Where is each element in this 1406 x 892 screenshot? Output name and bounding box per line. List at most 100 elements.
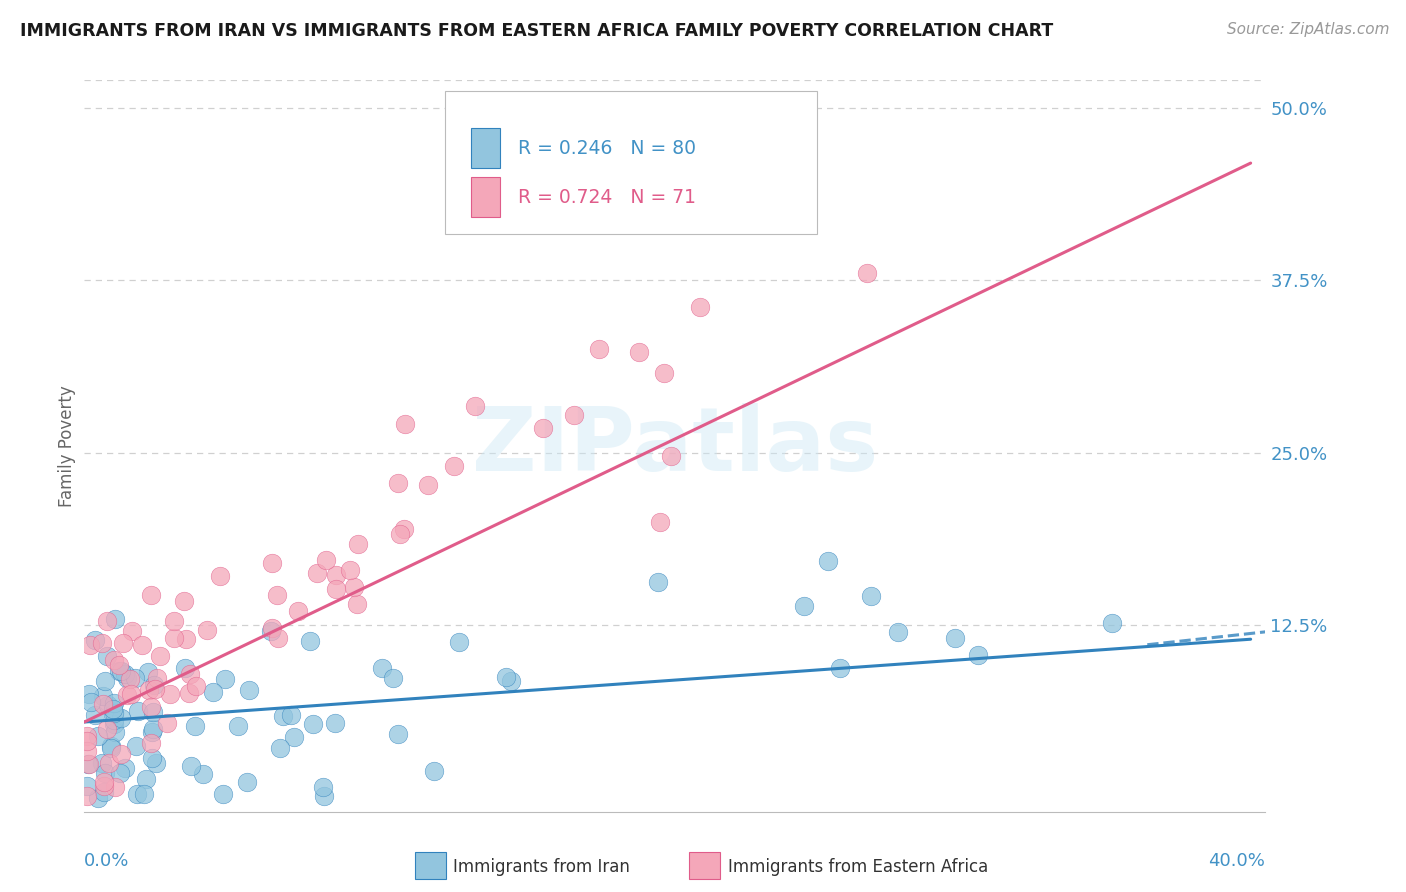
Point bbox=[141, 751, 163, 765]
Point bbox=[346, 537, 368, 551]
Point bbox=[97, 698, 120, 713]
Point bbox=[381, 672, 404, 686]
Text: IMMIGRANTS FROM IRAN VS IMMIGRANTS FROM EASTERN AFRICA FAMILY POVERTY CORRELATIO: IMMIGRANTS FROM IRAN VS IMMIGRANTS FROM … bbox=[20, 22, 1053, 40]
Point bbox=[817, 554, 839, 568]
Point bbox=[93, 674, 115, 689]
Point bbox=[501, 191, 523, 205]
Point bbox=[76, 744, 98, 758]
Point bbox=[120, 672, 142, 686]
Point bbox=[174, 632, 197, 647]
Point bbox=[103, 612, 125, 626]
Point bbox=[76, 789, 98, 803]
Point bbox=[266, 588, 288, 602]
Point bbox=[201, 685, 224, 699]
Point bbox=[226, 718, 249, 732]
Point bbox=[346, 597, 368, 611]
Text: Immigrants from Iran: Immigrants from Iran bbox=[453, 858, 630, 876]
Point bbox=[108, 657, 131, 672]
Text: 40.0%: 40.0% bbox=[1209, 852, 1265, 870]
Point bbox=[139, 736, 162, 750]
Point bbox=[325, 568, 347, 582]
Point bbox=[93, 774, 115, 789]
Point bbox=[103, 717, 125, 731]
Point bbox=[79, 638, 101, 652]
Point bbox=[136, 665, 159, 679]
Point bbox=[647, 575, 669, 590]
Point bbox=[127, 704, 149, 718]
Point bbox=[84, 633, 107, 648]
Point bbox=[394, 417, 416, 431]
Point bbox=[325, 582, 347, 596]
Point bbox=[305, 566, 328, 580]
Point bbox=[112, 635, 135, 649]
Point bbox=[495, 670, 517, 684]
Y-axis label: Family Poverty: Family Poverty bbox=[58, 385, 76, 507]
Point bbox=[94, 766, 117, 780]
Point bbox=[443, 459, 465, 474]
Point bbox=[96, 722, 118, 736]
Point bbox=[423, 764, 446, 778]
Point bbox=[287, 603, 309, 617]
Point bbox=[856, 267, 879, 281]
Point bbox=[121, 624, 143, 638]
Point bbox=[208, 568, 231, 582]
Point bbox=[103, 653, 125, 667]
Point bbox=[76, 779, 98, 793]
Point bbox=[1101, 615, 1123, 630]
Point bbox=[499, 673, 522, 688]
Point bbox=[104, 724, 127, 739]
Text: R = 0.724   N = 71: R = 0.724 N = 71 bbox=[517, 188, 696, 207]
Point bbox=[238, 682, 260, 697]
Point bbox=[79, 687, 101, 701]
Point bbox=[418, 478, 440, 492]
Point bbox=[828, 661, 851, 675]
Point bbox=[101, 702, 124, 716]
Point bbox=[312, 789, 335, 803]
Point bbox=[343, 580, 366, 594]
Point bbox=[110, 711, 132, 725]
Point bbox=[533, 421, 555, 435]
Point bbox=[132, 788, 155, 802]
Point bbox=[302, 717, 325, 731]
Point bbox=[149, 648, 172, 663]
Point bbox=[108, 664, 131, 678]
Text: R = 0.246   N = 80: R = 0.246 N = 80 bbox=[517, 139, 696, 158]
Point bbox=[394, 522, 416, 536]
Point bbox=[91, 756, 114, 770]
Point bbox=[283, 730, 305, 744]
Point bbox=[173, 593, 195, 607]
Point bbox=[260, 621, 283, 635]
Point bbox=[339, 563, 361, 577]
Point bbox=[104, 780, 127, 795]
Point bbox=[127, 787, 149, 801]
Point bbox=[163, 631, 186, 645]
Point bbox=[312, 780, 335, 794]
Point bbox=[652, 367, 675, 381]
Point bbox=[76, 729, 98, 743]
Point bbox=[141, 699, 163, 714]
Point bbox=[184, 679, 207, 693]
Point bbox=[87, 729, 110, 743]
Point bbox=[141, 725, 163, 739]
Point bbox=[103, 696, 125, 710]
Point bbox=[115, 671, 138, 685]
Point bbox=[93, 780, 115, 794]
Point bbox=[236, 775, 259, 789]
Point bbox=[100, 739, 122, 754]
Point bbox=[114, 667, 136, 681]
Point bbox=[135, 772, 157, 786]
Point bbox=[145, 756, 167, 770]
Point bbox=[650, 515, 672, 529]
Point bbox=[76, 734, 98, 748]
Point bbox=[943, 631, 966, 645]
Point bbox=[96, 648, 118, 663]
Point bbox=[100, 741, 122, 756]
Point bbox=[96, 614, 118, 628]
FancyBboxPatch shape bbox=[471, 178, 501, 218]
Point bbox=[142, 705, 165, 719]
Point bbox=[98, 756, 121, 770]
Point bbox=[280, 708, 302, 723]
Point bbox=[142, 678, 165, 692]
Point bbox=[103, 714, 125, 728]
Point bbox=[115, 688, 138, 702]
